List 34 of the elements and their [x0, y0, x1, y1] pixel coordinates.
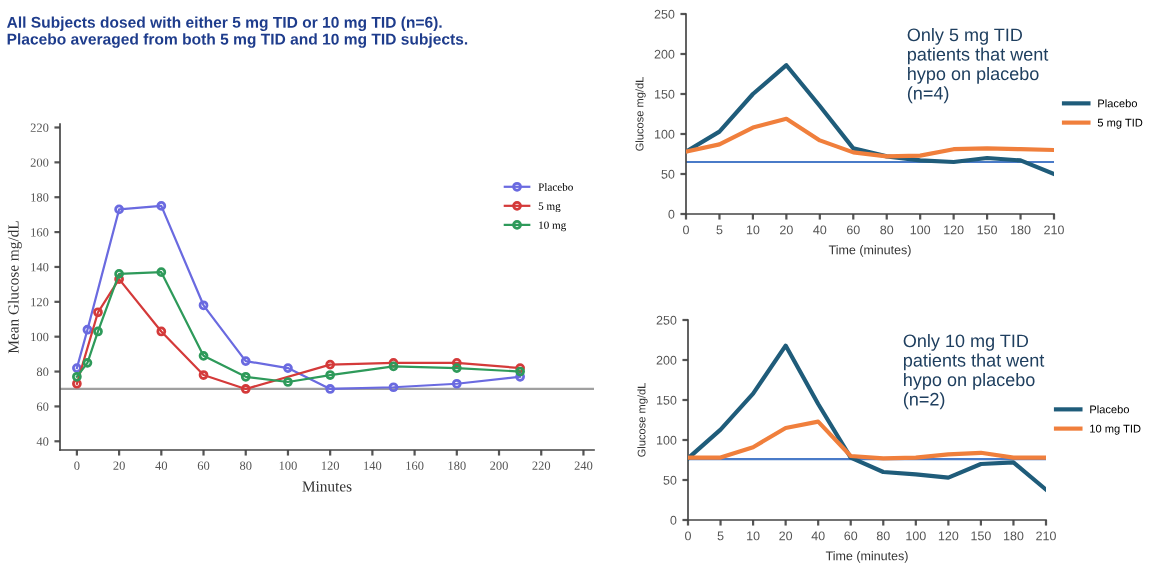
point — [240, 356, 251, 366]
point — [114, 269, 124, 279]
point — [388, 382, 399, 393]
point — [198, 370, 209, 380]
line-series — [686, 63, 1054, 177]
point — [82, 357, 93, 368]
point — [451, 357, 462, 368]
point — [515, 371, 525, 382]
point — [198, 300, 209, 311]
point — [240, 371, 251, 382]
point — [240, 384, 251, 394]
annotation: Only 10 mg TID patients that went hypo on placebo (n=2) — [903, 334, 1045, 410]
point — [283, 377, 293, 387]
point — [451, 378, 462, 389]
point — [325, 359, 336, 370]
line-series — [686, 116, 1054, 159]
point — [93, 307, 103, 318]
point — [82, 324, 93, 335]
point — [325, 370, 336, 380]
point — [72, 371, 82, 382]
point — [156, 326, 167, 337]
point — [156, 267, 167, 278]
point — [283, 363, 293, 373]
point — [325, 384, 336, 394]
annotation: Only 5 mg TID patients that went hypo on placebo (n=4) — [907, 28, 1049, 104]
point — [93, 326, 103, 337]
point — [72, 363, 82, 373]
point — [198, 351, 209, 361]
point — [114, 204, 124, 215]
point — [114, 274, 124, 285]
line-series — [72, 201, 525, 394]
point — [451, 363, 462, 373]
line-series — [688, 419, 1046, 461]
point — [156, 201, 167, 211]
